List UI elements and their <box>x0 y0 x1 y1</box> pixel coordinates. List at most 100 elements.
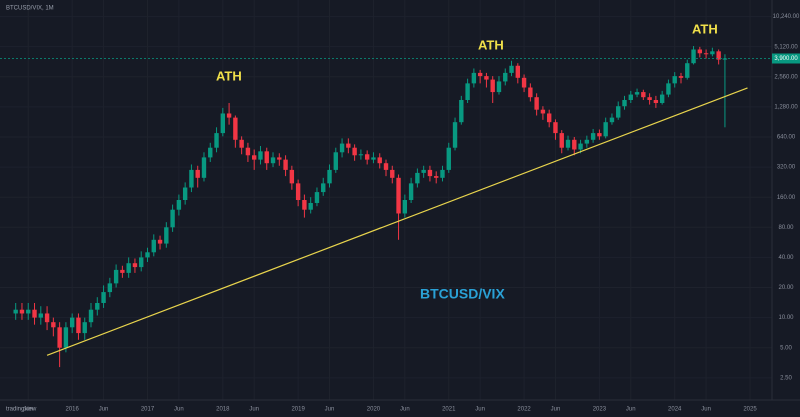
candle-body <box>289 169 295 184</box>
y-tick-label: 320.00 <box>777 165 796 171</box>
candle-body <box>710 51 715 55</box>
x-tick-label: 2019 <box>291 407 305 413</box>
candle-body <box>314 192 320 203</box>
candle-body <box>722 58 728 60</box>
y-tick-label: 80.00 <box>778 225 794 231</box>
candle-body <box>270 157 276 164</box>
candle-body <box>176 200 182 210</box>
candle-body <box>352 147 357 156</box>
candle-body <box>590 133 596 140</box>
candle-body <box>471 72 477 84</box>
watermark: tradingview <box>6 407 37 413</box>
candle-body <box>521 77 527 88</box>
candle-body <box>302 200 307 210</box>
y-tick-label: 20.00 <box>778 285 794 291</box>
axis-panel <box>772 0 800 417</box>
candle-body <box>26 309 31 314</box>
y-tick-label: 40.00 <box>778 255 794 261</box>
candle-body <box>101 292 106 303</box>
candle-body <box>396 177 401 214</box>
candle-body <box>38 313 43 318</box>
y-tick-label: 10,240.00 <box>773 14 800 20</box>
candle-body <box>659 94 665 103</box>
candle-body <box>553 122 558 134</box>
x-tick-label: 2025 <box>743 407 757 413</box>
candle-body <box>327 169 332 184</box>
candle-body <box>69 317 75 328</box>
candle-body <box>295 183 301 200</box>
x-tick-label: Jun <box>701 407 711 413</box>
candle-body <box>503 72 508 82</box>
x-tick-label: Jun <box>249 407 259 413</box>
candle-body <box>371 157 376 160</box>
candle-body <box>226 113 232 118</box>
candle-body <box>189 169 194 188</box>
candle-body <box>465 83 470 100</box>
candle-body <box>390 169 395 178</box>
candle-body <box>13 309 18 314</box>
candle-body <box>245 147 251 156</box>
candle-body <box>44 313 50 323</box>
candle-body <box>515 65 521 78</box>
candle-body <box>440 169 445 178</box>
candle-body <box>446 147 451 170</box>
candle-body <box>452 122 458 148</box>
candle-body <box>346 143 351 148</box>
candle-body <box>170 209 175 228</box>
candle-body <box>666 83 671 95</box>
candle-body <box>51 322 56 328</box>
last-price-box <box>772 53 800 64</box>
candle-body <box>258 151 263 160</box>
x-tick-label: Jun <box>551 407 561 413</box>
candle-body <box>358 154 364 156</box>
candle-body <box>220 113 226 134</box>
candle-body <box>603 122 608 137</box>
candle-body <box>634 92 640 95</box>
y-tick-label: 2.50 <box>780 375 792 381</box>
candle-body <box>509 65 514 73</box>
last-price-label: 3,900.00 <box>774 56 798 62</box>
candle-body <box>459 100 464 123</box>
x-tick-label: Jun <box>400 407 410 413</box>
candle-body <box>641 92 646 98</box>
candle-body <box>578 143 583 150</box>
candle-body <box>647 97 652 100</box>
candle-body <box>57 327 62 348</box>
x-tick-label: 2024 <box>668 407 682 413</box>
candle-body <box>678 76 684 78</box>
series-name: BTCUSD/VIX <box>420 286 505 302</box>
candle-body <box>19 309 25 314</box>
candle-body <box>584 139 590 144</box>
x-tick-label: 2023 <box>593 407 607 413</box>
header: BTCUSD/VIX, 1M <box>6 6 54 12</box>
candle-body <box>145 252 150 258</box>
candle-body <box>421 169 426 173</box>
candle-body <box>402 200 408 214</box>
candle-body <box>496 81 502 93</box>
candle-body <box>233 117 238 140</box>
y-tick-label: 1,280.00 <box>774 104 798 110</box>
candle-body <box>82 322 87 334</box>
candle-body <box>559 133 564 148</box>
candle-body <box>139 257 144 268</box>
candle-body <box>195 169 200 178</box>
y-tick-label: 5.00 <box>780 345 792 351</box>
candle-body <box>113 269 119 284</box>
x-tick-label: 2021 <box>442 407 456 413</box>
candle-body <box>364 154 370 160</box>
candle-body <box>88 309 94 323</box>
candle-body <box>132 263 138 268</box>
candle-body <box>484 76 489 80</box>
candle-body <box>685 63 690 78</box>
candle-body <box>697 49 703 54</box>
candle-body <box>703 53 709 55</box>
candle-body <box>151 239 156 253</box>
candle-body <box>383 163 389 170</box>
y-tick-label: 160.00 <box>777 195 796 201</box>
candle-body <box>609 117 615 123</box>
candle-body <box>251 155 257 160</box>
candle-body <box>264 151 269 164</box>
candle-body <box>672 76 677 84</box>
x-tick-label: Jun <box>99 407 109 413</box>
